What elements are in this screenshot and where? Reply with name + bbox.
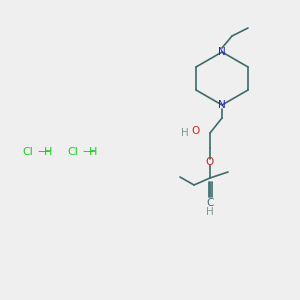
Text: O: O <box>206 157 214 167</box>
Text: H: H <box>181 128 189 138</box>
Text: Cl: Cl <box>68 147 78 157</box>
Text: H: H <box>206 207 214 217</box>
Text: Cl: Cl <box>22 147 33 157</box>
Text: N: N <box>218 47 226 57</box>
Text: —: — <box>83 146 95 158</box>
Text: H: H <box>44 147 52 157</box>
Text: N: N <box>218 100 226 110</box>
Text: —: — <box>38 146 50 158</box>
Text: O: O <box>192 126 200 136</box>
Text: C: C <box>206 198 214 208</box>
Text: H: H <box>89 147 97 157</box>
